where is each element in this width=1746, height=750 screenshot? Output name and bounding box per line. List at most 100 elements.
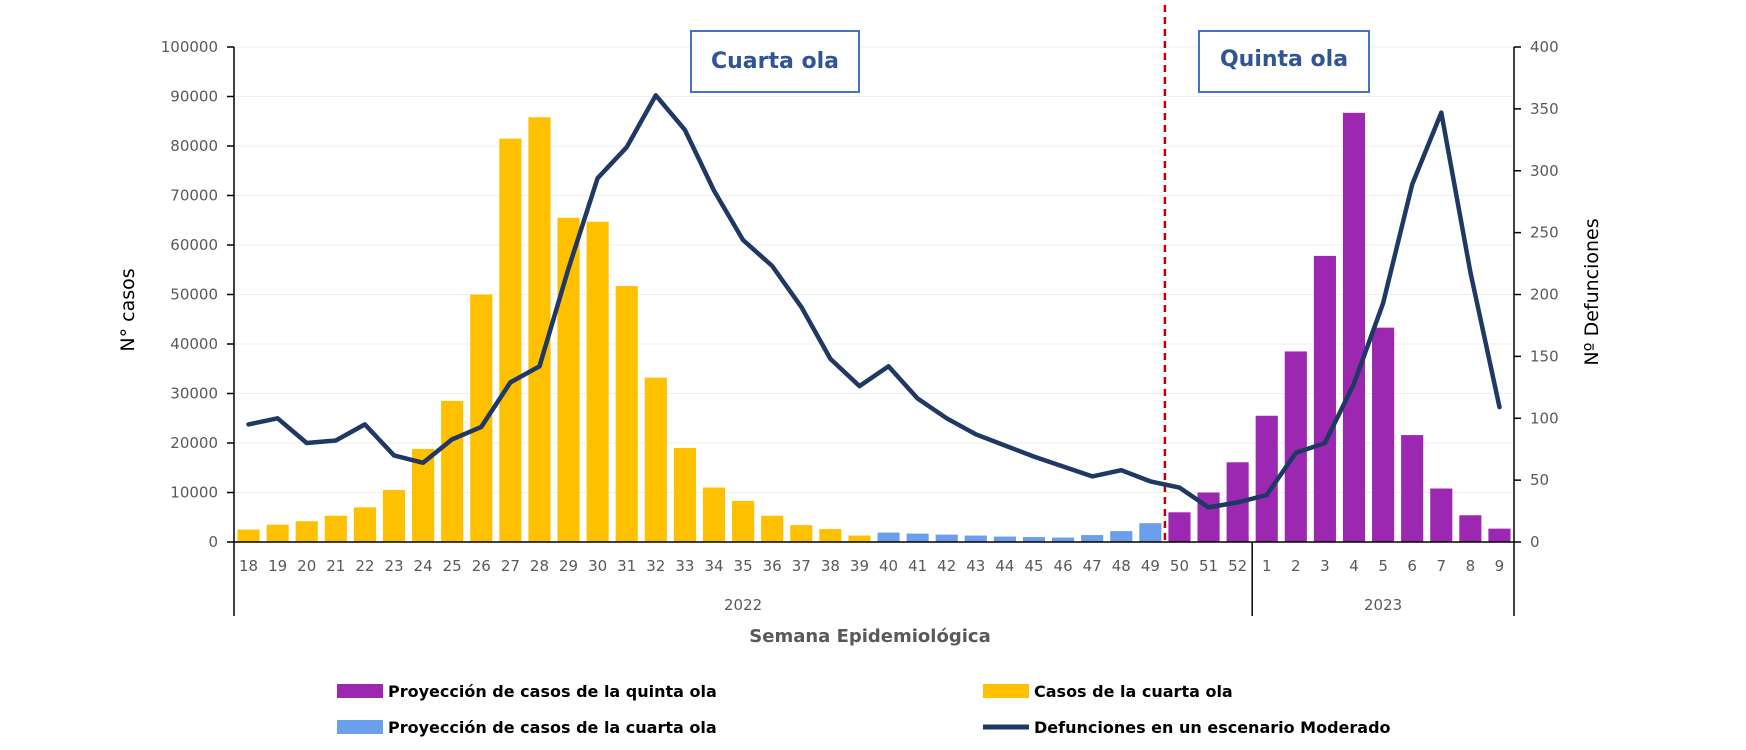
bar (528, 117, 551, 542)
y2-tick-label: 300 (1530, 162, 1559, 180)
x-tick-label: 29 (559, 557, 578, 575)
bar (615, 286, 638, 542)
bar (1488, 528, 1511, 542)
bar (732, 500, 755, 542)
bar (790, 525, 813, 542)
annotation-box-quinta (1198, 30, 1370, 93)
x-tick-label: 50 (1170, 557, 1189, 575)
y-tick-label: 0 (208, 533, 218, 551)
y-tick-label: 50000 (170, 286, 218, 304)
bar (237, 529, 260, 542)
y2-tick-label: 0 (1530, 533, 1540, 551)
y2-tick-label: 200 (1530, 286, 1559, 304)
legend-swatch-proy-cuarta (337, 720, 383, 734)
x-tick-label: 35 (734, 557, 753, 575)
x-tick-label: 48 (1112, 557, 1131, 575)
deaths-line (246, 93, 1502, 510)
x-tick-label: 47 (1083, 557, 1102, 575)
x-tick-label: 8 (1466, 557, 1476, 575)
bar (848, 535, 871, 542)
bar (1459, 515, 1482, 542)
y-axis-label: N° casos (117, 268, 139, 351)
year-label: 2022 (724, 596, 762, 614)
x-tick-label: 32 (646, 557, 665, 575)
x-tick-label: 33 (675, 557, 694, 575)
axis-labels: N° casos Nº Defunciones Semana Epidemiol… (117, 218, 1603, 647)
annotations: Cuarta ola Quinta ola (690, 30, 1370, 93)
bar (324, 515, 347, 542)
y-tick-label: 80000 (170, 137, 218, 155)
x-tick-label: 30 (588, 557, 607, 575)
bar (353, 507, 376, 542)
bar (1313, 255, 1336, 542)
bar (382, 490, 406, 542)
bar (295, 521, 318, 542)
bar (964, 535, 987, 542)
x-tick-label: 24 (414, 557, 433, 575)
bar (877, 532, 900, 542)
x-tick-label: 19 (268, 557, 287, 575)
bar (906, 533, 929, 542)
x-tick-label: 7 (1436, 557, 1446, 575)
x-tick-label: 22 (355, 557, 374, 575)
legend-label-quinta: Proyección de casos de la quinta ola (388, 682, 717, 701)
x-tick-label: 25 (443, 557, 462, 575)
annotation-quinta-ola: Quinta ola (1220, 47, 1348, 72)
bar (673, 447, 696, 542)
bar (644, 377, 667, 542)
y2-axis-label: Nº Defunciones (1581, 218, 1603, 365)
y2-tick-label: 50 (1530, 471, 1549, 489)
axes: 0 10000 20000 30000 40000 50000 60000 70000 8000… (161, 5, 1559, 616)
bar (1022, 537, 1046, 542)
x-tick-label: 46 (1054, 557, 1073, 575)
y2-tick-label: 100 (1530, 409, 1559, 427)
x-tick-label: 27 (501, 557, 520, 575)
x-tick-label: 5 (1378, 557, 1388, 575)
x-tick-label: 26 (472, 557, 491, 575)
legend: Proyección de casos de la quinta ola Cas… (337, 682, 1391, 737)
x-tick-label: 18 (239, 557, 258, 575)
y-tick-label: 70000 (170, 187, 218, 205)
x-tick-label: 49 (1141, 557, 1160, 575)
bar (412, 448, 435, 542)
y-tick-label: 30000 (170, 385, 218, 403)
legend-label-cuarta: Casos de la cuarta ola (1034, 682, 1233, 701)
bar (470, 294, 493, 542)
y2-tick-label: 150 (1530, 347, 1559, 365)
bar (1342, 112, 1366, 543)
bar (819, 529, 842, 542)
x-tick-label: 36 (763, 557, 782, 575)
bars (237, 112, 1511, 543)
bar (1110, 531, 1133, 542)
x-tick-label: 37 (792, 557, 811, 575)
x-tick-label: 9 (1495, 557, 1505, 575)
series-line-defunciones (246, 93, 1502, 510)
bar (1284, 351, 1307, 542)
x-tick-label: 1 (1262, 557, 1272, 575)
legend-swatch-quinta (337, 684, 383, 698)
bar (1401, 435, 1424, 542)
bar (993, 536, 1016, 542)
x-tick-label: 31 (617, 557, 636, 575)
legend-label-defunciones: Defunciones en un escenario Moderado (1034, 718, 1391, 737)
x-tick-label: 45 (1024, 557, 1043, 575)
bar (935, 534, 958, 542)
bar (441, 400, 464, 542)
x-tick-label: 28 (530, 557, 549, 575)
y-tick-label: 90000 (170, 88, 218, 106)
x-tick-label: 38 (821, 557, 840, 575)
y-tick-label: 40000 (170, 335, 218, 353)
x-tick-label: 52 (1228, 557, 1247, 575)
bar (1052, 537, 1075, 542)
bar (1255, 415, 1278, 542)
x-tick-label: 23 (384, 557, 403, 575)
x-tick-label: 2 (1291, 557, 1301, 575)
bar (557, 217, 580, 542)
x-tick-label: 4 (1349, 557, 1359, 575)
x-tick-label: 34 (704, 557, 723, 575)
bar (1168, 512, 1191, 542)
x-tick-label: 51 (1199, 557, 1218, 575)
x-tick-label: 20 (297, 557, 316, 575)
x-axis-label: Semana Epidemiológica (749, 626, 990, 647)
y-tick-label: 10000 (170, 484, 218, 502)
